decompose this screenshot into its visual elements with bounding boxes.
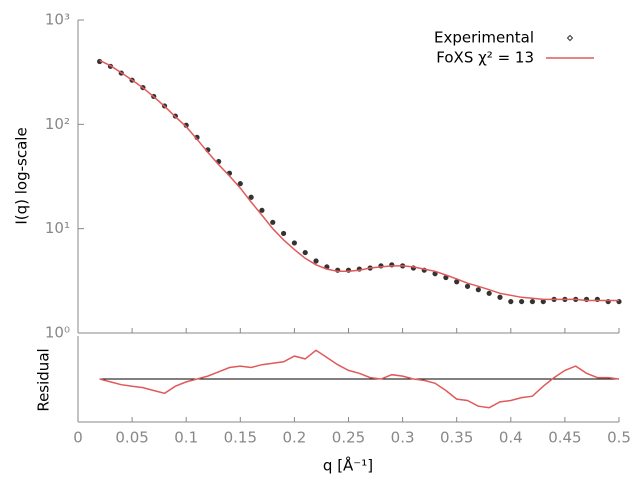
data-point: [486, 290, 492, 296]
y-tick-label: 10²: [45, 115, 70, 133]
data-line: [99, 59, 619, 302]
x-tick-label: 0.5: [607, 429, 631, 447]
x-tick-label: 0.35: [440, 429, 473, 447]
data-point: [183, 122, 189, 128]
x-tick-label: 0.05: [115, 429, 148, 447]
data-point: [259, 207, 265, 213]
x-tick-label: 0.45: [548, 429, 581, 447]
y-tick-label: 10³: [45, 11, 70, 29]
data-point: [302, 249, 308, 256]
x-tick-label: 0.2: [282, 429, 306, 447]
data-point: [291, 240, 297, 246]
data-line: [99, 349, 620, 409]
data-point: [508, 298, 514, 305]
y-axis-label: I(q) log-scale: [13, 127, 31, 224]
y-axis-label: Residual: [35, 348, 53, 411]
data-point: [270, 219, 276, 225]
data-point: [454, 279, 460, 285]
data-point: [280, 230, 287, 237]
x-axis-label: q [Å⁻¹]: [323, 456, 373, 475]
x-tick-label: 0.15: [224, 429, 257, 447]
data-point: [519, 298, 525, 305]
data-point: [237, 181, 243, 187]
legend-label: FoXS χ² = 13: [436, 49, 534, 67]
y-tick-label: 10⁰: [45, 324, 70, 342]
data-point: [540, 298, 546, 305]
legend-marker: [566, 34, 574, 42]
data-point: [313, 258, 319, 264]
data-point: [475, 287, 481, 293]
y-tick-label: 10¹: [45, 219, 70, 237]
x-tick-label: 0.3: [391, 429, 415, 447]
x-tick-label: 0.4: [499, 429, 523, 447]
data-point: [529, 298, 536, 305]
data-point: [248, 194, 254, 200]
data-point: [464, 283, 471, 289]
data-point: [497, 294, 503, 300]
x-tick-label: 0.1: [174, 429, 198, 447]
x-tick-label: 0.25: [332, 429, 365, 447]
legend-label: Experimental: [434, 29, 534, 47]
x-tick-label: 0: [73, 429, 83, 447]
